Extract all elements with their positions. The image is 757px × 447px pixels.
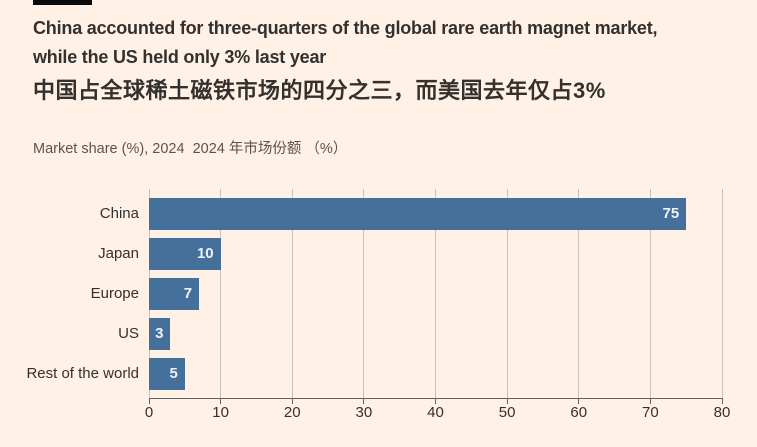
bar-china: 75 — [149, 198, 687, 230]
bar-japan: 10 — [149, 238, 221, 270]
gridline-30 — [363, 189, 365, 398]
bar-rest-of-the-world: 5 — [149, 358, 185, 390]
tick-label-60: 60 — [570, 404, 588, 421]
tick-label-80: 80 — [713, 404, 731, 421]
gridline-40 — [435, 189, 436, 398]
tick-mark-60 — [578, 398, 580, 404]
chart-title-chinese: 中国占全球稀土磁铁市场的四分之三，而美国去年仅占3% — [33, 78, 606, 103]
x-axis-line — [149, 398, 723, 399]
bar-us: 3 — [149, 318, 171, 350]
tick-mark-40 — [435, 398, 436, 404]
category-label-europe: Europe — [90, 285, 139, 302]
gridline-60 — [578, 189, 580, 398]
tick-mark-10 — [220, 398, 222, 404]
bar-value-japan: 10 — [196, 245, 214, 262]
bar-value-europe: 7 — [183, 285, 193, 302]
chart-subtitle: Market share (%), 2024 2024 年市场份额 （%） — [33, 141, 348, 157]
bar-value-us: 3 — [155, 325, 164, 342]
tick-label-0: 0 — [144, 404, 154, 421]
tick-mark-70 — [649, 398, 651, 404]
chart-title-english: China accounted for three-quarters of th… — [33, 14, 733, 72]
category-label-china: China — [99, 205, 139, 222]
tick-label-30: 30 — [355, 404, 373, 421]
chart-title-line-1: China accounted for three-quarters of th… — [33, 18, 658, 38]
chart-title-line-2: while the US held only 3% last year — [33, 47, 327, 67]
tick-label-50: 50 — [498, 404, 516, 421]
category-labels: China Japan Europe US Rest of the world — [0, 189, 139, 398]
tick-label-20: 20 — [283, 404, 301, 421]
tick-mark-50 — [506, 398, 508, 404]
gridline-50 — [506, 189, 508, 398]
bar-europe: 7 — [149, 278, 200, 310]
bar-value-china: 75 — [662, 205, 680, 222]
bar-value-rest-of-the-world: 5 — [169, 365, 178, 382]
tick-label-70: 70 — [642, 404, 659, 421]
gridline-10 — [220, 189, 222, 398]
gridline-70 — [649, 189, 651, 398]
tick-mark-80 — [721, 398, 723, 404]
category-label-japan: Japan — [98, 245, 139, 262]
gridline-20 — [291, 189, 293, 398]
category-label-rest-of-the-world: Rest of the world — [26, 365, 139, 382]
x-axis: 0 10 20 30 40 50 60 70 80 — [145, 398, 730, 422]
gridline-80 — [721, 189, 723, 398]
tick-label-10: 10 — [212, 404, 229, 421]
category-label-us: US — [118, 325, 139, 342]
tick-mark-0 — [148, 398, 150, 404]
tick-label-40: 40 — [427, 404, 444, 421]
tick-mark-20 — [291, 398, 293, 404]
accent-rule — [33, 0, 92, 5]
tick-mark-30 — [363, 398, 365, 404]
plot-area: 75 10 7 3 5 — [148, 189, 723, 398]
